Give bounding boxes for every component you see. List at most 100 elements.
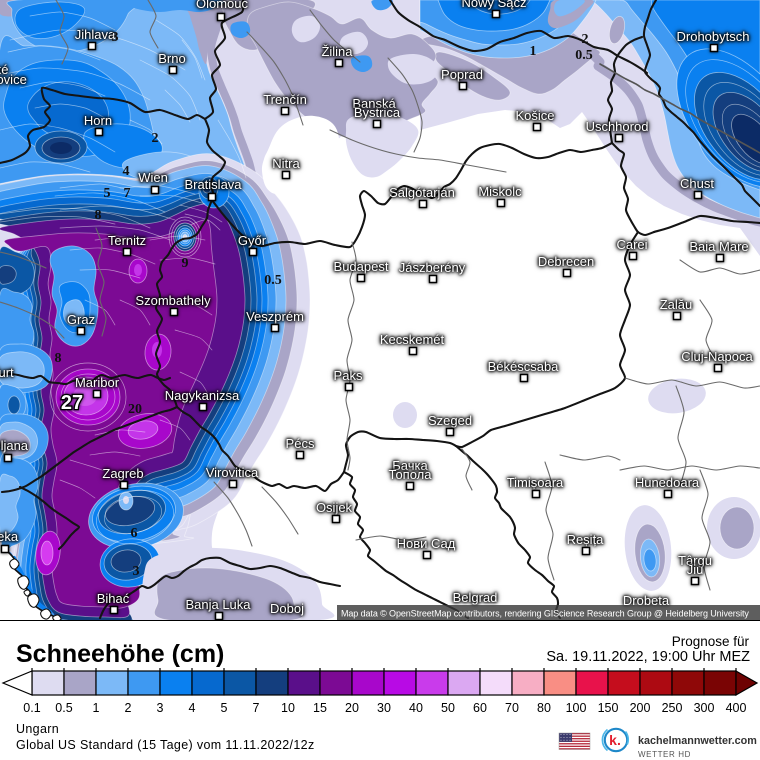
svg-text:Rijeka: Rijeka [0, 529, 19, 544]
svg-text:Poprad: Poprad [441, 67, 483, 82]
svg-text:7: 7 [253, 701, 260, 715]
svg-text:10: 10 [281, 701, 295, 715]
svg-text:Ungarn: Ungarn [16, 722, 59, 736]
svg-text:2: 2 [152, 131, 159, 146]
svg-text:Sa. 19.11.2022, 19:00 Uhr MEZ: Sa. 19.11.2022, 19:00 Uhr MEZ [546, 649, 750, 665]
svg-text:0.5: 0.5 [55, 701, 72, 715]
svg-text:2: 2 [125, 701, 132, 715]
svg-text:kachelmannwetter.com: kachelmannwetter.com [638, 735, 757, 747]
svg-text:Trenčín: Trenčín [263, 92, 307, 107]
svg-text:Bihać: Bihać [97, 591, 130, 606]
svg-text:Hunedoara: Hunedoara [635, 475, 700, 490]
svg-text:Banja Luka: Banja Luka [185, 597, 251, 612]
svg-text:Nowy Sącz: Nowy Sącz [461, 0, 526, 10]
svg-text:8: 8 [95, 208, 102, 223]
svg-text:Chust: Chust [680, 176, 714, 191]
svg-text:20: 20 [345, 701, 359, 715]
svg-text:3: 3 [157, 701, 164, 715]
svg-text:Brno: Brno [158, 51, 185, 66]
svg-text:Ternitz: Ternitz [108, 233, 146, 248]
svg-text:Kecskemét: Kecskemét [380, 332, 445, 347]
svg-text:27: 27 [61, 392, 83, 414]
svg-text:Graz: Graz [67, 312, 95, 327]
svg-text:Pécs: Pécs [286, 436, 315, 451]
svg-text:Győr: Győr [238, 233, 267, 248]
svg-text:3: 3 [112, 30, 119, 45]
svg-text:2: 2 [582, 32, 589, 47]
svg-text:Horn: Horn [84, 113, 112, 128]
svg-text:Budějovice: Budějovice [0, 72, 27, 87]
svg-text:Belgrad: Belgrad [453, 590, 498, 605]
svg-text:70: 70 [505, 701, 519, 715]
svg-text:Reșița: Reșița [567, 532, 605, 547]
svg-text:Košice: Košice [515, 108, 554, 123]
svg-text:Нови Сад: Нови Сад [397, 536, 456, 551]
svg-text:300: 300 [694, 701, 715, 715]
svg-text:0.5: 0.5 [264, 273, 282, 288]
svg-text:5: 5 [221, 701, 228, 715]
svg-text:6: 6 [131, 526, 138, 541]
svg-text:1: 1 [530, 44, 537, 59]
svg-text:3: 3 [133, 564, 140, 579]
svg-text:Drobeta: Drobeta [623, 593, 670, 608]
svg-text:60: 60 [473, 701, 487, 715]
svg-text:k.: k. [609, 732, 621, 748]
svg-text:Jihlava: Jihlava [75, 27, 116, 42]
svg-text:Global US Standard (15 Tage) v: Global US Standard (15 Tage) vom 11.11.2… [16, 738, 315, 752]
svg-text:České: České [0, 62, 8, 77]
svg-text:250: 250 [662, 701, 683, 715]
svg-text:100: 100 [566, 701, 587, 715]
svg-text:7: 7 [124, 186, 131, 201]
svg-text:400: 400 [726, 701, 747, 715]
svg-text:0.5: 0.5 [575, 48, 593, 63]
svg-text:20: 20 [128, 402, 142, 417]
svg-text:1: 1 [93, 701, 100, 715]
svg-text:Miskolc: Miskolc [478, 184, 522, 199]
svg-text:Nagykanizsa: Nagykanizsa [165, 388, 240, 403]
svg-text:Baia Mare: Baia Mare [689, 239, 748, 254]
svg-text:Žilina: Žilina [321, 44, 353, 59]
svg-text:Debrecen: Debrecen [538, 254, 594, 269]
svg-text:Jászberény: Jászberény [399, 260, 466, 275]
svg-text:Paks: Paks [334, 368, 363, 383]
svg-text:Bystrica: Bystrica [354, 105, 401, 120]
svg-text:40: 40 [409, 701, 423, 715]
svg-text:Maribor: Maribor [75, 375, 120, 390]
svg-text:Carei: Carei [616, 237, 647, 252]
svg-text:Топола: Топола [389, 467, 433, 482]
svg-text:Veszprém: Veszprém [246, 309, 304, 324]
svg-text:9: 9 [182, 256, 189, 271]
svg-text:Zagreb: Zagreb [102, 466, 143, 481]
svg-text:Osijek: Osijek [316, 500, 353, 515]
svg-text:Bratislava: Bratislava [184, 177, 242, 192]
svg-text:Banská: Banská [352, 96, 396, 111]
svg-text:150: 150 [598, 701, 619, 715]
svg-text:4: 4 [189, 701, 196, 715]
svg-text:Klagenfurt: Klagenfurt [0, 365, 14, 380]
svg-text:Бачка: Бачка [392, 458, 428, 473]
svg-text:Cluj-Napoca: Cluj-Napoca [681, 349, 753, 364]
svg-text:Wien: Wien [138, 170, 168, 185]
svg-text:Prognose für: Prognose für [672, 634, 750, 649]
svg-text:Zalău: Zalău [660, 297, 693, 312]
svg-text:8: 8 [55, 351, 62, 366]
svg-text:Timișoara: Timișoara [507, 475, 564, 490]
svg-text:Drohobytsch: Drohobytsch [677, 29, 750, 44]
svg-text:Salgótarján: Salgótarján [389, 185, 455, 200]
svg-text:Békéscsaba: Békéscsaba [488, 359, 560, 374]
svg-text:4: 4 [123, 164, 130, 179]
svg-text:WETTER HD: WETTER HD [638, 750, 691, 759]
svg-text:Schneehöhe (cm): Schneehöhe (cm) [16, 640, 224, 668]
svg-text:30: 30 [377, 701, 391, 715]
svg-text:5: 5 [104, 186, 111, 201]
svg-text:Virovitica: Virovitica [206, 465, 259, 480]
svg-text:Szombathely: Szombathely [135, 293, 211, 308]
svg-text:Map data © OpenStreetMap contr: Map data © OpenStreetMap contributors, r… [341, 609, 749, 619]
svg-text:Ljubljana: Ljubljana [0, 438, 29, 453]
svg-text:Olomouc: Olomouc [196, 0, 249, 11]
svg-text:Târgu: Târgu [678, 553, 712, 568]
svg-text:Jiu: Jiu [687, 562, 704, 577]
svg-text:80: 80 [537, 701, 551, 715]
svg-text:200: 200 [630, 701, 651, 715]
svg-text:Nitra: Nitra [272, 156, 300, 171]
